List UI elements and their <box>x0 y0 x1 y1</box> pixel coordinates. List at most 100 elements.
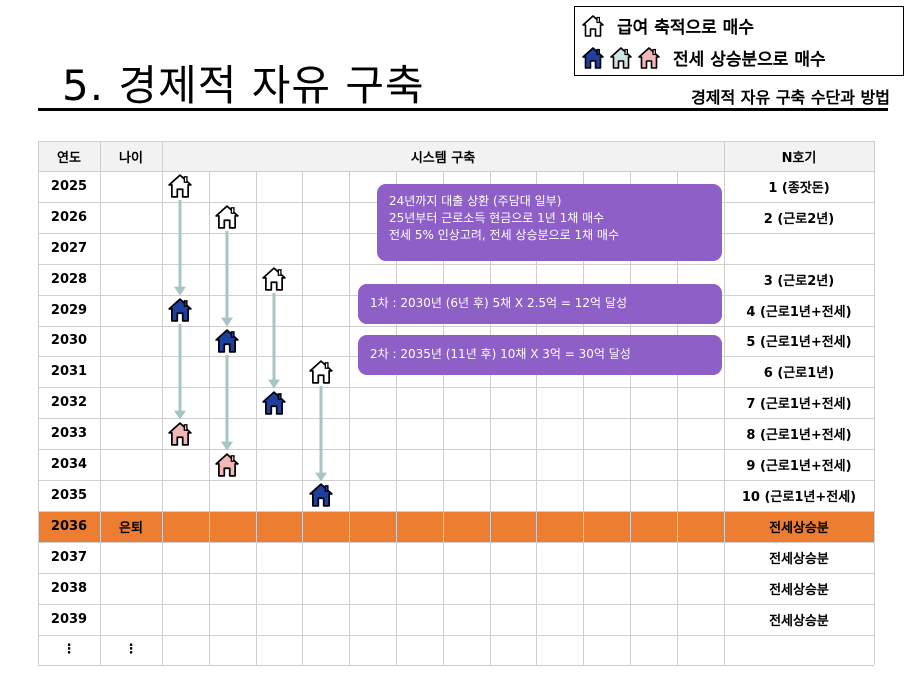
cell-year: 2033 <box>50 426 88 442</box>
cell-age <box>100 604 162 635</box>
cell-age <box>100 233 162 264</box>
house-outline-icon <box>167 173 193 199</box>
header-system: 시스템 구축 <box>410 150 476 166</box>
column-divider <box>536 171 538 666</box>
column-divider <box>208 171 210 666</box>
legend-label-jeonse: 전세 상승분으로 매수 <box>673 50 826 70</box>
cell-nth: 전세상승분 <box>769 582 829 598</box>
cell-age <box>100 295 162 326</box>
column-divider <box>255 171 257 666</box>
legend-row-salary: 급여 축적으로 매수 <box>581 13 754 38</box>
row-divider <box>38 418 874 420</box>
cell-year: 2038 <box>50 580 88 596</box>
house-pink-icon <box>214 452 240 478</box>
cell-year: 2026 <box>50 209 88 225</box>
cell-age <box>100 202 162 233</box>
header-age: 나이 <box>119 150 143 166</box>
cell-nth: 1 (종잣돈) <box>768 180 830 196</box>
cell-nth: 9 (근로1년+전세) <box>746 459 852 475</box>
cell-year: 2025 <box>50 178 88 194</box>
cell-nth <box>724 233 874 264</box>
row-divider <box>38 449 874 451</box>
row-divider <box>38 510 874 512</box>
cell-age <box>100 573 162 604</box>
cell-nth <box>724 635 874 666</box>
cell-nth: 2 (근로2년) <box>763 211 835 227</box>
house-teal-icon <box>609 46 633 70</box>
house-blue-icon <box>261 390 287 416</box>
row-divider <box>38 263 874 265</box>
cell-nth: 7 (근로1년+전세) <box>746 397 852 413</box>
column-divider <box>38 141 39 666</box>
cell-year: 2031 <box>50 364 88 380</box>
retirement-row-highlight <box>38 512 874 542</box>
down-arrow <box>268 293 280 389</box>
cell-nth: 10 (근로1년+전세) <box>741 489 857 505</box>
row-divider <box>38 665 874 667</box>
cell-year: 2029 <box>50 302 88 318</box>
column-divider <box>442 171 444 666</box>
column-divider <box>723 141 725 666</box>
column-divider <box>349 171 351 666</box>
column-divider <box>489 171 491 666</box>
cell-year: 2034 <box>50 457 88 473</box>
house-outline-icon <box>308 359 334 385</box>
cell-year: 2036 <box>50 518 88 534</box>
house-pink-icon <box>637 46 661 70</box>
down-arrow <box>221 231 234 327</box>
page-subtitle: 경제적 자유 구축 수단과 방법 <box>691 88 890 107</box>
house-outline-icon <box>261 266 287 292</box>
down-arrow <box>174 200 187 297</box>
cell-age <box>100 264 162 295</box>
cell-age <box>100 356 162 387</box>
note-plan-line2: 25년부터 근로소득 현금으로 1년 1채 매수 <box>389 211 605 225</box>
column-divider <box>874 141 875 666</box>
cell-nth: 5 (근로1년+전세) <box>746 335 852 351</box>
legend-label-salary: 급여 축적으로 매수 <box>617 18 754 38</box>
column-divider <box>630 171 631 666</box>
cell-year: 2028 <box>50 271 88 287</box>
house-outline-icon <box>214 204 240 230</box>
house-blue-icon <box>167 297 193 323</box>
cell-nth: 전세상승분 <box>769 520 829 536</box>
cell-nth: 6 (근로1년) <box>763 366 835 382</box>
header-nth: N호기 <box>781 150 817 166</box>
cell-age <box>100 171 162 202</box>
column-divider <box>302 171 304 666</box>
row-divider <box>38 572 874 574</box>
cell-age <box>100 542 162 573</box>
table-header-bg <box>38 141 874 171</box>
cell-year: 2039 <box>50 611 88 627</box>
house-blue-icon <box>581 46 605 70</box>
note-plan-line1: 24년까지 대출 상환 (주담대 일부) <box>389 194 562 208</box>
cell-year: 2032 <box>50 395 88 411</box>
cell-year: 2037 <box>50 549 88 565</box>
cell-age <box>100 449 162 480</box>
cell-nth: 3 (근로2년) <box>763 273 835 289</box>
legend-box: 급여 축적으로 매수 전세 상승분으로 매수 <box>574 6 904 76</box>
column-divider <box>396 171 397 666</box>
cell-nth: 4 (근로1년+전세) <box>746 304 852 320</box>
house-blue-icon <box>214 328 240 354</box>
note-milestone-1: 1차 : 2030년 (6년 후) 5채 X 2.5억 = 12억 달성 <box>358 284 722 324</box>
cell-year: 2030 <box>50 333 88 349</box>
cell-age <box>100 387 162 418</box>
house-blue-icon <box>308 482 334 508</box>
cell-year: ⋮ <box>62 642 76 658</box>
column-divider <box>676 171 678 666</box>
legend-row-jeonse: 전세 상승분으로 매수 <box>581 45 826 70</box>
down-arrow <box>174 324 187 420</box>
cell-year: 2027 <box>50 240 88 256</box>
column-divider <box>162 141 163 666</box>
cell-age <box>100 418 162 449</box>
cell-nth: 전세상승분 <box>769 551 829 567</box>
note-plan-line3: 전세 5% 인상고려, 전세 상승분으로 1채 매수 <box>389 228 620 242</box>
cell-nth: 8 (근로1년+전세) <box>746 428 852 444</box>
row-divider <box>38 171 874 172</box>
row-divider <box>38 541 874 543</box>
cell-year: 2035 <box>50 487 88 503</box>
header-year: 연도 <box>57 150 81 166</box>
page-title: 5. 경제적 자유 구축 <box>62 61 425 110</box>
cell-nth: 전세상승분 <box>769 613 829 629</box>
down-arrow <box>221 354 234 451</box>
